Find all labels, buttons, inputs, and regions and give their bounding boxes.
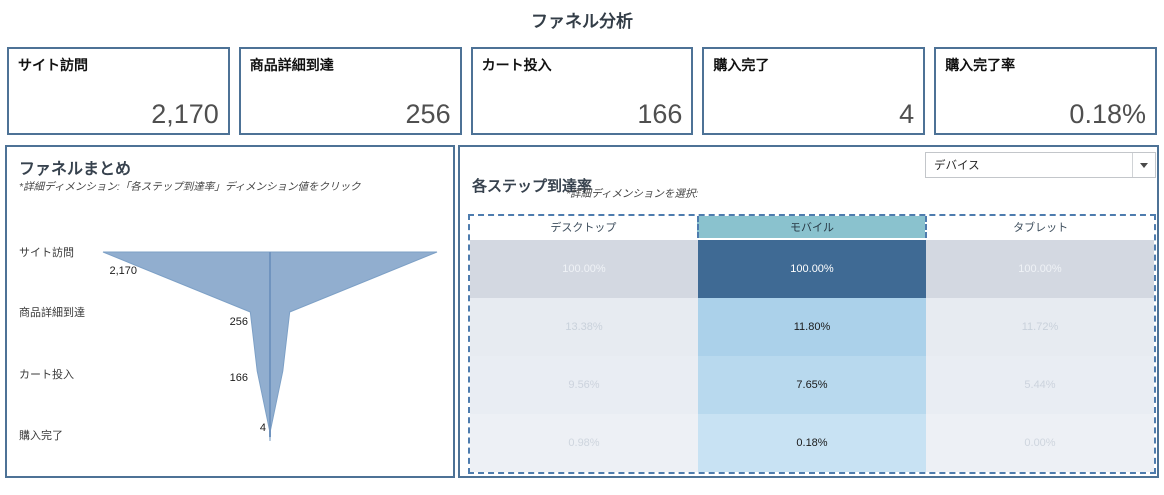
kpi-card: 購入完了率 0.18%	[934, 47, 1157, 135]
table-cell[interactable]: 11.72%	[926, 298, 1154, 356]
kpi-card: サイト訪問 2,170	[7, 47, 230, 135]
kpi-value: 2,170	[151, 99, 219, 129]
funnel-panel: ファネルまとめ *詳細ディメンション:「各ステップ到達率」ディメンション値をクリ…	[5, 145, 455, 478]
dropdown-arrow-button[interactable]	[1132, 153, 1155, 177]
column-header[interactable]: デスクトップ	[550, 222, 617, 234]
dimension-dropdown-value: デバイス	[934, 160, 980, 172]
kpi-card: 商品詳細到達 256	[238, 47, 462, 135]
kpi-value: 4	[899, 99, 915, 129]
column-header[interactable]: モバイル	[696, 216, 926, 238]
kpi-value: 256	[405, 99, 451, 129]
table-body: 100.00% 100.00% 100.00% 13.38% 11.80% 11.72% 9…	[470, 240, 1154, 472]
steps-panel-title: 各ステップ到達率	[472, 178, 593, 195]
page-title: ファネル分析	[531, 12, 633, 31]
table-cell[interactable]: 100.00%	[470, 240, 698, 298]
column-header[interactable]: タブレット	[925, 216, 1154, 238]
table-cell[interactable]: 11.80%	[698, 298, 926, 356]
funnel-panel-title: ファネルまとめ	[19, 161, 132, 178]
table-cell[interactable]: 13.38%	[470, 298, 698, 356]
table-cell[interactable]: 5.44%	[926, 356, 1154, 414]
funnel-step-label: 商品詳細到達	[19, 307, 85, 319]
funnel-value-label: 166	[230, 372, 248, 384]
kpi-value: 166	[637, 99, 683, 129]
table-cell[interactable]: 0.18%	[698, 414, 926, 472]
table-row: 9.56% 7.65% 5.44%	[470, 356, 1154, 414]
kpi-label: サイト訪問	[18, 57, 88, 73]
funnel-svg: 2,170 256 166 4	[102, 251, 438, 442]
funnel-value-label: 4	[260, 422, 266, 434]
table-cell[interactable]: 0.00%	[926, 414, 1154, 472]
table-cell[interactable]: 0.98%	[470, 414, 698, 472]
table-cell[interactable]: 9.56%	[470, 356, 698, 414]
dimension-dropdown[interactable]: デバイス	[925, 152, 1156, 178]
highlight-table: デスクトップ モバイル タブレット 100.00% 100.00% 100.00% 13.…	[468, 214, 1156, 474]
table-row: 0.98% 0.18% 0.00%	[470, 414, 1154, 472]
kpi-label: 購入完了率	[945, 57, 1016, 73]
kpi-card: 購入完了 4	[702, 47, 926, 135]
funnel-step-label: サイト訪問	[19, 247, 74, 259]
table-header-row: デスクトップ モバイル タブレット	[470, 216, 1154, 238]
funnel-step-label: 購入完了	[19, 430, 63, 442]
kpi-label: 商品詳細到達	[249, 57, 334, 73]
funnel-panel-subtitle: *詳細ディメンション:「各ステップ到達率」ディメンション値をクリック	[19, 181, 361, 193]
steps-panel: 各ステップ到達率 *詳細ディメンションを選択: デバイス デスクトップ モバイルタ…	[458, 145, 1159, 478]
kpi-label: 購入完了	[713, 57, 770, 73]
kpi-row: サイト訪問 2,170 商品詳細到達 256 カート投入 166 購入完了 4 購入完了率 0.1…	[7, 47, 1157, 135]
table-row: 100.00% 100.00% 100.00%	[470, 240, 1154, 298]
kpi-value: 0.18%	[1069, 99, 1146, 129]
kpi-card: カート投入 166	[470, 47, 694, 135]
table-row: 13.38% 11.80% 11.72%	[470, 298, 1154, 356]
funnel-value-label: 2,170	[109, 265, 137, 277]
kpi-label: カート投入	[481, 57, 552, 73]
steps-panel-subtitle: *詳細ディメンションを選択:	[566, 188, 699, 200]
table-cell[interactable]: 100.00%	[926, 240, 1154, 298]
funnel-value-label: 256	[230, 316, 248, 328]
table-cell[interactable]: 7.65%	[698, 356, 926, 414]
funnel-step-label: カート投入	[19, 369, 74, 381]
table-cell[interactable]: 100.00%	[698, 240, 926, 298]
caret-down-icon	[1140, 162, 1148, 168]
